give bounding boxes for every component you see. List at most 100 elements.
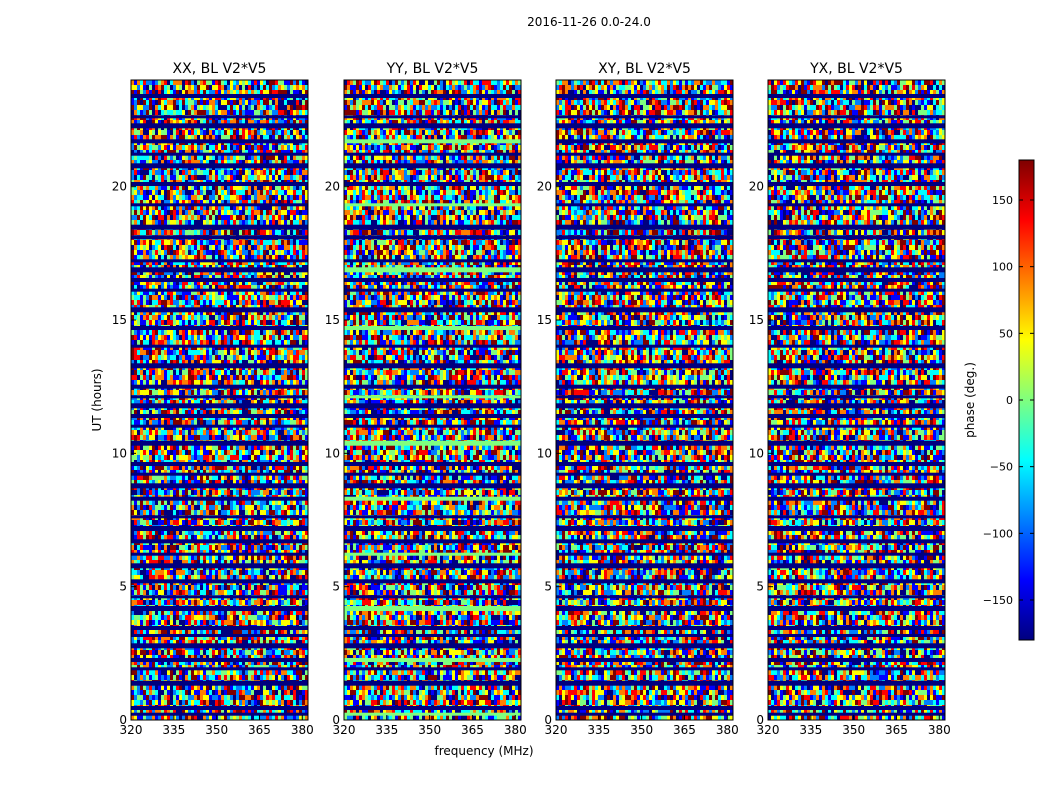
heatmap-cell (167, 110, 170, 115)
heatmap-cell (281, 100, 284, 105)
heatmap-cell (302, 110, 305, 115)
heatmap-cell (293, 155, 296, 160)
heatmap-cell (272, 105, 275, 110)
heatmap-cell (233, 155, 236, 160)
heatmap-cell (167, 105, 170, 110)
heatmap-cell (188, 85, 191, 90)
heatmap-cell (302, 145, 305, 150)
heatmap-cell (182, 85, 185, 90)
heatmap-cell (224, 170, 227, 175)
heatmap-cell (272, 80, 275, 85)
heatmap-cell (206, 100, 209, 105)
heatmap-cell (152, 170, 155, 175)
heatmap-cell (296, 85, 299, 90)
heatmap-cell (299, 85, 302, 90)
heatmap-cell (203, 100, 206, 105)
panels-group: XX, BL V2*V5320 335 350 365 38005101520YY, B… (112, 61, 951, 737)
heatmap-cell (131, 110, 134, 115)
heatmap-cell (266, 105, 269, 110)
heatmap-cell (188, 145, 191, 150)
heatmap-cell (176, 130, 179, 135)
heatmap-cell (260, 130, 263, 135)
heatmap-cell (218, 155, 221, 160)
heatmap-cell (134, 130, 137, 135)
heatmap-cell (254, 110, 257, 115)
heatmap-cell (230, 80, 233, 85)
heatmap-cell (239, 145, 242, 150)
heatmap-cell (230, 100, 233, 105)
heatmap-cell (248, 85, 251, 90)
heatmap-cell (299, 155, 302, 160)
heatmap-cell (158, 105, 161, 110)
heatmap-cell (152, 105, 155, 110)
heatmap-cell (185, 105, 188, 110)
heatmap-cell (137, 80, 140, 85)
heatmap-cell (149, 85, 152, 90)
heatmap-cell (293, 85, 296, 90)
heatmap-cell (245, 145, 248, 150)
heatmap-cell (194, 100, 197, 105)
heatmap-cell (296, 110, 299, 115)
heatmap-cell (251, 80, 254, 85)
heatmap-cell (167, 130, 170, 135)
heatmap-cell (149, 145, 152, 150)
heatmap-cell (293, 110, 296, 115)
heatmap-cell (146, 100, 149, 105)
heatmap-cell (260, 85, 263, 90)
heatmap-cell (251, 155, 254, 160)
heatmap-cell (152, 85, 155, 90)
heatmap-cell (149, 105, 152, 110)
heatmap-cell (278, 145, 281, 150)
heatmap-cell (224, 80, 227, 85)
heatmap-cell (242, 100, 245, 105)
heatmap-cell (209, 170, 212, 175)
heatmap-cell (272, 85, 275, 90)
heatmap-cell (212, 170, 215, 175)
heatmap-cell (227, 110, 230, 115)
heatmap-cell (227, 85, 230, 90)
heatmap-cell (146, 155, 149, 160)
heatmap-cell (161, 80, 164, 85)
heatmap-cell (134, 155, 137, 160)
heatmap-cell (263, 130, 266, 135)
heatmap-cell (194, 145, 197, 150)
heatmap-cell (275, 145, 278, 150)
heatmap-cell (197, 100, 200, 105)
heatmap-cell (248, 105, 251, 110)
heatmap-cell (269, 145, 272, 150)
heatmap-cell (158, 130, 161, 135)
heatmap-cell (218, 100, 221, 105)
heatmap-cell (131, 130, 134, 135)
heatmap-cell (131, 155, 134, 160)
heatmap-cell (191, 100, 194, 105)
heatmap-cell (227, 155, 230, 160)
heatmap-cell (245, 80, 248, 85)
heatmap-cell (275, 100, 278, 105)
heatmap-cell (200, 100, 203, 105)
heatmap-cell (194, 110, 197, 115)
heatmap-cell (137, 170, 140, 175)
heatmap-cell (143, 170, 146, 175)
heatmap-cell (173, 105, 176, 110)
heatmap-cell (227, 105, 230, 110)
heatmap-cell (188, 105, 191, 110)
heatmap-cell (140, 130, 143, 135)
heatmap-cell (260, 80, 263, 85)
heatmap-cell (272, 100, 275, 105)
heatmap-cell (185, 110, 188, 115)
heatmap-cell (161, 170, 164, 175)
heatmap-cell (167, 145, 170, 150)
heatmap-cell (293, 145, 296, 150)
heatmap-cell (176, 100, 179, 105)
heatmap-cell (164, 80, 167, 85)
heatmap-cell (302, 155, 305, 160)
heatmap-cell (131, 145, 134, 150)
heatmap-cell (257, 100, 260, 105)
heatmap-cell (287, 155, 290, 160)
heatmap-cell (254, 155, 257, 160)
heatmap-cell (254, 85, 257, 90)
heatmap-cell (236, 110, 239, 115)
heatmap-cell (194, 105, 197, 110)
heatmap-cell (197, 80, 200, 85)
heatmap-cell (206, 155, 209, 160)
